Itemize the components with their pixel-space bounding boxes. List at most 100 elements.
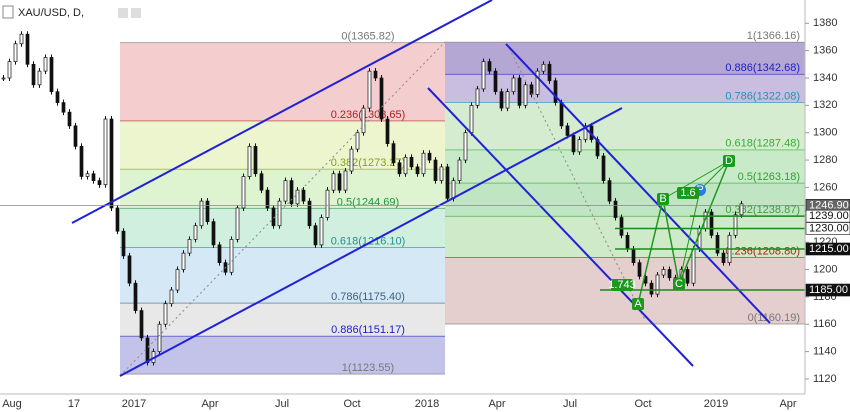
candle: [253, 146, 258, 175]
candle: [43, 57, 48, 72]
candle: [193, 225, 198, 240]
candle: [709, 211, 714, 236]
candle: [685, 269, 690, 284]
pattern-label: 1.743: [608, 279, 636, 291]
symbol: XAU/USD, D,: [18, 7, 84, 19]
candle: [505, 91, 510, 109]
candle: [175, 269, 180, 291]
candle: [331, 173, 336, 191]
pattern-label: B: [659, 193, 666, 205]
pattern-badge: [657, 193, 669, 205]
candle: [259, 173, 264, 191]
channel-upper: [71, 0, 493, 224]
candle: [301, 189, 306, 202]
candle: [409, 156, 414, 168]
candle: [451, 180, 456, 199]
close-button[interactable]: [131, 8, 141, 18]
price-tick-label: 1380: [813, 17, 837, 29]
candle: [607, 180, 612, 202]
candle: [109, 118, 114, 209]
time-label: Apr: [488, 398, 505, 410]
candle: [73, 125, 78, 147]
price-tag: [805, 209, 850, 223]
candle: [649, 282, 654, 295]
candle: [373, 70, 378, 79]
candle: [337, 173, 342, 191]
price-tick-label: 1280: [813, 154, 837, 166]
candle: [439, 166, 444, 181]
price-tag-label: 1239.00: [809, 210, 849, 222]
time-label: Jul: [563, 398, 577, 410]
candle: [235, 207, 240, 240]
candle: [199, 200, 204, 227]
price-tick-label: 1320: [813, 99, 837, 111]
pattern-label: A: [634, 298, 642, 310]
pattern-badge: [677, 187, 699, 199]
price-tag-label: 1230.00: [809, 222, 849, 234]
candle: [19, 33, 24, 45]
candle: [97, 180, 102, 186]
fib-band: [445, 149, 805, 184]
candle: [475, 88, 480, 106]
fib-label: 1(1366.16): [747, 30, 800, 42]
pattern-badge: [723, 155, 735, 167]
candle: [355, 132, 360, 150]
candle: [385, 118, 390, 144]
candle: [247, 146, 252, 177]
price-tick-label: 1340: [813, 72, 837, 84]
candle: [691, 248, 696, 284]
candle: [103, 118, 108, 186]
fib-label: 0(1365.82): [341, 31, 394, 43]
fib-band: [445, 74, 805, 103]
candle: [535, 70, 540, 95]
candle: [187, 239, 192, 254]
fib-label: 0.618(1216.10): [331, 235, 406, 247]
candle: [313, 225, 318, 246]
candle: [559, 102, 564, 127]
candle: [367, 70, 372, 109]
candle: [79, 146, 84, 177]
candle: [343, 170, 348, 191]
fib-label: 0.786(1322.08): [725, 90, 800, 102]
candle: [427, 152, 432, 161]
fib-label: 0.382(1238.87): [725, 204, 800, 216]
candle: [349, 148, 354, 172]
candle: [115, 207, 120, 232]
candle: [547, 63, 552, 82]
candle: [25, 33, 30, 65]
candle: [121, 230, 126, 257]
down-channel-lower: [427, 87, 694, 367]
price-tag: [805, 242, 850, 256]
fib-band: [445, 216, 805, 258]
candle: [37, 70, 42, 86]
candle: [583, 125, 588, 140]
candle: [391, 143, 396, 164]
symbol-icon[interactable]: [2, 5, 14, 19]
candle: [361, 107, 366, 134]
candle: [55, 91, 60, 103]
candle: [625, 234, 630, 250]
candle: [133, 282, 138, 311]
fib-label: 0.382(1273.27): [331, 157, 406, 169]
candle: [163, 303, 168, 325]
candle: [553, 80, 558, 103]
fib-label: 0.886(1151.17): [331, 324, 405, 336]
candle: [169, 289, 174, 305]
candle: [601, 155, 606, 181]
time-label: 2019: [704, 398, 728, 410]
candle: [421, 152, 426, 175]
price-tick-label: 1140: [813, 345, 837, 357]
candle: [319, 217, 324, 246]
candle: [379, 77, 384, 120]
candle: [157, 323, 162, 352]
candle: [205, 200, 210, 222]
fib-label: 0.618(1287.48): [725, 138, 800, 150]
candle: [721, 252, 726, 264]
candle: [127, 255, 132, 284]
time-label: Jul: [275, 398, 289, 410]
settings-button[interactable]: [118, 8, 128, 18]
candle: [433, 159, 438, 181]
harmonic-pattern-legs: [662, 160, 730, 285]
fib-band: [445, 183, 805, 217]
